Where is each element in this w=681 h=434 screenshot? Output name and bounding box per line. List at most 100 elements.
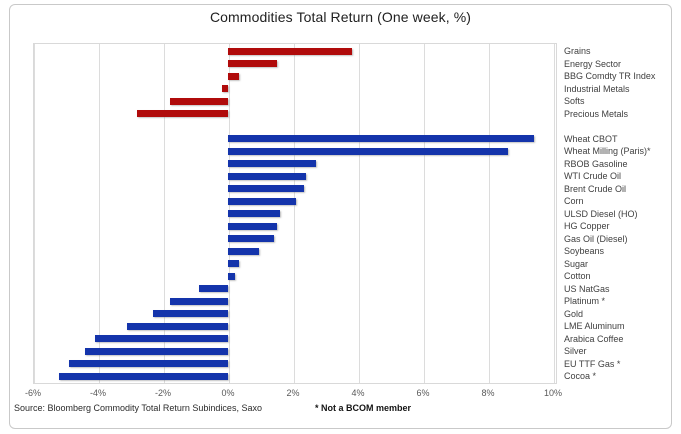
x-tick-6: -6%	[24, 388, 42, 398]
gridline-6pct	[424, 44, 425, 383]
bar-gold	[153, 310, 228, 318]
bar-wheat-cbot	[228, 135, 534, 143]
bar-energy-sector	[228, 60, 277, 68]
gridline-10pct	[554, 44, 555, 383]
bar-track	[33, 345, 557, 358]
bar-label-brent-crude-oil: Brent Crude Oil	[564, 183, 627, 194]
bar-grains	[228, 47, 352, 55]
bar-label-soybeans: Soybeans	[564, 246, 605, 256]
chart-row-arabica-coffee: Arabica Coffee	[33, 333, 673, 346]
bar-eu-ttf-gas	[68, 360, 228, 368]
bar-us-natgas	[198, 285, 228, 293]
bar-bbg-comdty-tr-index	[228, 72, 240, 80]
bar-track	[33, 283, 557, 296]
bar-track	[33, 370, 557, 383]
bar-arabica-coffee	[94, 335, 228, 343]
bar-track	[33, 358, 557, 371]
bar-track	[33, 95, 557, 108]
bar-rows: Grains Energy Sector BBG Comdty TR Index In…	[33, 45, 673, 383]
gridline--2pct	[164, 44, 165, 383]
bar-label-sugar: Sugar	[564, 258, 589, 269]
bar-label-grains: Grains	[564, 46, 591, 56]
group-spacer	[33, 120, 673, 133]
x-axis: -6% -4% -2% 0% 2% 4% 6% 8% 10%	[25, 388, 562, 400]
bar-label-cotton: Cotton	[564, 271, 591, 281]
chart-row-wheat-milling-paris: Wheat Milling (Paris)*	[33, 145, 673, 158]
bar-label-arabica-coffee: Arabica Coffee	[564, 333, 624, 344]
bar-track	[33, 308, 557, 321]
bar-track	[33, 70, 557, 83]
chart-row-energy-sector: Energy Sector	[33, 58, 673, 71]
x-tick-2: -2%	[154, 388, 172, 398]
bar-track	[33, 158, 557, 171]
bar-industrial-metals	[221, 85, 228, 93]
bar-track	[33, 195, 557, 208]
bar-label-ulsd-diesel-ho: ULSD Diesel (HO)	[564, 208, 638, 219]
bar-corn	[228, 197, 297, 205]
bar-label-silver: Silver	[564, 346, 587, 356]
bar-label-precious-metals: Precious Metals	[564, 108, 629, 119]
bar-lme-aluminum	[127, 322, 228, 330]
bar-label-cocoa: Cocoa *	[564, 371, 597, 381]
chart-row-cotton: Cotton	[33, 270, 673, 283]
chart-row-lme-aluminum: LME Aluminum	[33, 320, 673, 333]
chart-row-platinum: Platinum *	[33, 295, 673, 308]
bar-label-rbob-gasoline: RBOB Gasoline	[564, 158, 628, 169]
bar-track	[33, 233, 557, 246]
bar-platinum	[169, 297, 228, 305]
bar-track	[33, 133, 557, 146]
bar-label-us-natgas: US NatGas	[564, 283, 610, 294]
x-tick-10: 10%	[543, 388, 563, 398]
bar-label-industrial-metals: Industrial Metals	[564, 83, 630, 94]
bar-label-gold: Gold	[564, 308, 584, 319]
bar-sugar	[228, 260, 240, 268]
bar-track	[33, 258, 557, 271]
bar-track	[33, 270, 557, 283]
bar-label-softs: Softs	[564, 96, 585, 106]
bar-cotton	[228, 272, 235, 280]
bar-label-eu-ttf-gas: EU TTF Gas *	[564, 358, 621, 369]
bar-label-platinum: Platinum *	[564, 296, 606, 306]
bar-track	[33, 220, 557, 233]
chart-row-soybeans: Soybeans	[33, 245, 673, 258]
bar-gas-oil-diesel	[228, 235, 274, 243]
gridline--4pct	[99, 44, 100, 383]
bar-track	[33, 208, 557, 221]
bar-ulsd-diesel-ho	[228, 210, 280, 218]
bar-precious-metals	[137, 110, 228, 118]
bar-wti-crude-oil	[228, 172, 306, 180]
bar-track	[33, 333, 557, 346]
x-tick-8: 8%	[481, 388, 495, 398]
chart-row-cocoa: Cocoa *	[33, 370, 673, 383]
gridline-2pct	[294, 44, 295, 383]
chart-row-bbg-comdty-tr-index: BBG Comdty TR Index	[33, 70, 673, 83]
chart-plot-area: Grains Energy Sector BBG Comdty TR Index In…	[33, 43, 673, 384]
bar-rbob-gasoline	[228, 160, 316, 168]
bar-track	[33, 295, 557, 308]
chart-row-us-natgas: US NatGas	[33, 283, 673, 296]
bar-track	[33, 245, 557, 258]
chart-row-ulsd-diesel-ho: ULSD Diesel (HO)	[33, 208, 673, 221]
chart-row-gas-oil-diesel: Gas Oil (Diesel)	[33, 233, 673, 246]
bar-label-wheat-cbot: Wheat CBOT	[564, 133, 618, 144]
x-tick-6: 6%	[416, 388, 430, 398]
bar-track	[33, 183, 557, 196]
bar-label-wti-crude-oil: WTI Crude Oil	[564, 171, 622, 181]
chart-row-brent-crude-oil: Brent Crude Oil	[33, 183, 673, 196]
chart-row-sugar: Sugar	[33, 258, 673, 271]
bar-label-energy-sector: Energy Sector	[564, 58, 622, 69]
x-tick-2: 2%	[286, 388, 300, 398]
bar-label-bbg-comdty-tr-index: BBG Comdty TR Index	[564, 71, 656, 81]
chart-row-precious-metals: Precious Metals	[33, 108, 673, 121]
x-tick-4: 4%	[351, 388, 365, 398]
chart-row-silver: Silver	[33, 345, 673, 358]
bar-label-corn: Corn	[564, 196, 584, 206]
gridline--6pct	[34, 44, 35, 383]
bar-brent-crude-oil	[228, 185, 305, 193]
chart-row-hg-copper: HG Copper	[33, 220, 673, 233]
chart-title: Commodities Total Return (One week, %)	[209, 9, 472, 25]
chart-row-corn: Corn	[33, 195, 673, 208]
bar-label-gas-oil-diesel: Gas Oil (Diesel)	[564, 233, 628, 244]
chart-row-industrial-metals: Industrial Metals	[33, 83, 673, 96]
